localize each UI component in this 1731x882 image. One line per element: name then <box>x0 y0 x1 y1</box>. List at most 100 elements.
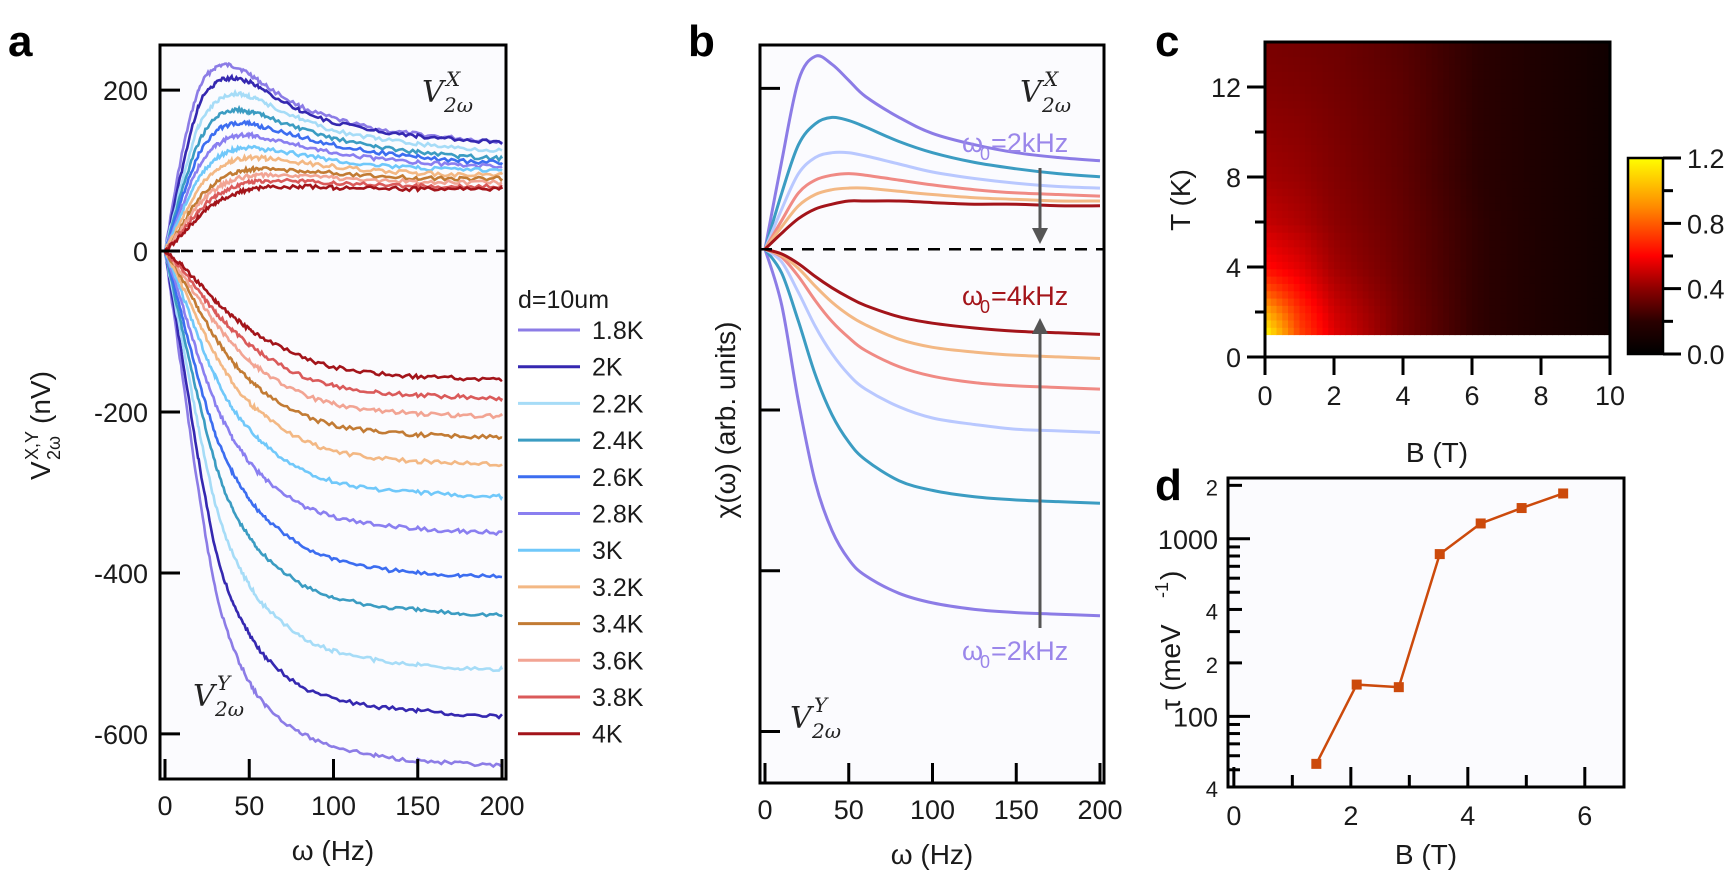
heatmap-cell <box>1345 137 1352 145</box>
series-line-2K-Y <box>163 249 503 720</box>
heatmap-cell <box>1288 173 1295 182</box>
heatmap-cell <box>1443 56 1450 65</box>
heatmap-cell <box>1500 115 1508 124</box>
heatmap-cell <box>1334 224 1341 233</box>
heatmap-cell <box>1460 232 1467 241</box>
heatmap-cell <box>1592 107 1600 116</box>
heatmap-cell <box>1351 210 1358 219</box>
heatmap-cell <box>1397 63 1404 72</box>
heatmap-cell <box>1541 312 1548 321</box>
heatmap-cell <box>1345 173 1352 182</box>
heatmap-cell <box>1357 188 1364 197</box>
heatmap-cell <box>1334 312 1341 321</box>
heatmap-cell <box>1535 195 1542 204</box>
heatmap-cell <box>1460 246 1467 255</box>
heatmap-cell <box>1431 283 1439 292</box>
heatmap-cell <box>1500 107 1508 116</box>
heatmap-cell <box>1495 49 1502 58</box>
heatmap-cell <box>1569 319 1577 328</box>
heatmap-cell <box>1564 246 1571 255</box>
panel-d-xlabel: B (T) <box>1395 839 1457 870</box>
heatmap-cell <box>1426 63 1433 72</box>
heatmap-cell <box>1541 327 1548 336</box>
heatmap-cell <box>1477 239 1485 248</box>
heatmap-cell <box>1541 283 1548 292</box>
heatmap-cell <box>1535 49 1542 58</box>
heatmap-cell <box>1552 268 1559 277</box>
heatmap-cell <box>1466 63 1473 72</box>
heatmap-cell <box>1305 166 1312 175</box>
heatmap-cell <box>1408 159 1416 167</box>
heatmap-cell <box>1276 232 1283 241</box>
heatmap-cell <box>1282 115 1289 124</box>
heatmap-cell <box>1420 283 1427 292</box>
heatmap-cell <box>1564 137 1571 145</box>
heatmap-cell <box>1449 63 1456 72</box>
heatmap-cell <box>1558 210 1565 219</box>
heatmap-cell <box>1408 78 1416 87</box>
heatmap-cell <box>1293 107 1301 116</box>
heatmap-cell <box>1374 297 1381 306</box>
heatmap-cell <box>1288 63 1295 72</box>
heatmap-cell <box>1454 283 1462 292</box>
heatmap-cell <box>1380 85 1387 94</box>
heatmap-cell <box>1506 85 1513 94</box>
heatmap-cell <box>1391 159 1398 167</box>
heatmap-cell <box>1334 42 1341 50</box>
heatmap-cell <box>1454 188 1462 197</box>
heatmap-cell <box>1495 122 1502 131</box>
heatmap-cell <box>1426 71 1433 80</box>
heatmap-cell <box>1385 115 1393 124</box>
heatmap-cell <box>1581 276 1588 284</box>
heatmap-cell <box>1506 188 1513 197</box>
heatmap-cell <box>1541 261 1548 270</box>
heatmap-cell <box>1265 107 1272 116</box>
heatmap-cell <box>1466 283 1473 292</box>
heatmap-cell <box>1345 276 1352 284</box>
heatmap-cell <box>1443 107 1450 116</box>
heatmap-cell <box>1414 129 1421 138</box>
heatmap-cell <box>1431 107 1439 116</box>
heatmap-cell <box>1431 210 1439 219</box>
heatmap-cell <box>1569 144 1577 153</box>
heatmap-cell <box>1339 283 1347 292</box>
heatmap-cell <box>1598 49 1605 58</box>
heatmap-cell <box>1414 93 1421 102</box>
heatmap-cell <box>1569 224 1577 233</box>
heatmap-cell <box>1472 195 1479 204</box>
heatmap-cell <box>1380 166 1387 175</box>
heatmap-cell <box>1265 210 1272 219</box>
heatmap-cell <box>1598 188 1605 197</box>
heatmap-cell <box>1569 276 1577 284</box>
heatmap-cell <box>1495 210 1502 219</box>
heatmap-cell <box>1541 166 1548 175</box>
heatmap-cell <box>1437 144 1444 153</box>
heatmap-cell <box>1408 100 1416 109</box>
heatmap-cell <box>1541 290 1548 299</box>
omega0-middle-label: ω 0 =4kHz <box>962 281 1068 317</box>
heatmap-cell <box>1414 173 1421 182</box>
heatmap-cell <box>1322 78 1329 87</box>
heatmap-cell <box>1546 180 1554 189</box>
heatmap-cell <box>1368 188 1375 197</box>
heatmap-cell <box>1368 71 1375 80</box>
heatmap-cell <box>1299 327 1306 336</box>
heatmap-cell <box>1265 297 1272 306</box>
heatmap-cell <box>1564 188 1571 197</box>
heatmap-cell <box>1345 144 1352 153</box>
legend-label-3.6K: 3.6K <box>592 647 644 675</box>
heatmap-cell <box>1512 297 1519 306</box>
heatmap-cell <box>1276 71 1283 80</box>
heatmap-cell <box>1299 173 1306 182</box>
heatmap-cell <box>1431 268 1439 277</box>
heatmap-cell <box>1569 56 1577 65</box>
heatmap-cell <box>1604 180 1611 189</box>
heatmap-cell <box>1339 195 1347 204</box>
heatmap-cell <box>1362 283 1370 292</box>
heatmap-cell <box>1311 93 1318 102</box>
heatmap-cell <box>1426 159 1433 167</box>
omega-value: =2kHz <box>991 636 1068 666</box>
series-line-4-Y <box>764 247 1101 360</box>
heatmap-cell <box>1334 297 1341 306</box>
heatmap-cell <box>1334 290 1341 299</box>
